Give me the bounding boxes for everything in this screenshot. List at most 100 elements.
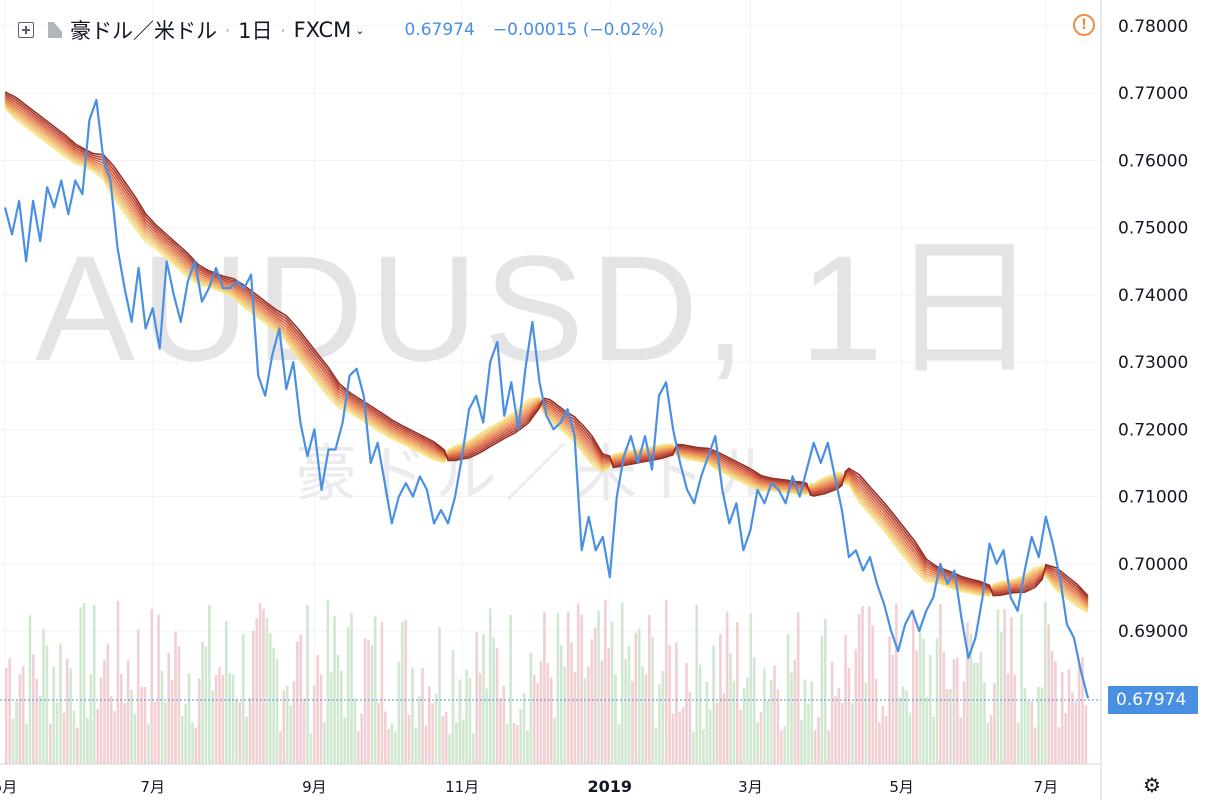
volume-bar <box>79 607 83 764</box>
volume-bar <box>763 668 766 764</box>
volume-bar <box>25 723 28 764</box>
volume-bar <box>1064 713 1067 764</box>
volume-bar <box>485 688 489 764</box>
time-tick-label: 11月 <box>445 778 479 796</box>
volume-bar <box>915 650 918 764</box>
time-tick-label: 2019 <box>588 777 633 796</box>
volume-bar <box>465 669 468 764</box>
volume-bar <box>279 731 282 764</box>
volume-bar <box>272 647 275 764</box>
volume-bar <box>857 614 861 764</box>
volume-bar <box>746 677 749 764</box>
volume-bar <box>228 673 231 764</box>
time-tick-label: 3月 <box>738 778 763 796</box>
volume-bar <box>350 613 353 764</box>
volume-bar <box>367 639 370 764</box>
volume-bar <box>1033 727 1037 764</box>
volume-bar <box>472 733 475 764</box>
volume-bar <box>952 658 956 764</box>
ma-ribbon-line <box>4 96 1089 602</box>
volume-bar <box>705 681 709 764</box>
volume-bar <box>92 604 96 764</box>
volume-bar <box>170 679 174 764</box>
ma-ribbon-line <box>4 91 1089 597</box>
volume-bar <box>360 713 363 764</box>
volume-bar <box>492 637 495 764</box>
volume-bar <box>113 711 116 764</box>
volume-bar <box>201 642 204 764</box>
volume-bar <box>103 659 106 764</box>
volume-bar <box>800 720 803 764</box>
volume-bar <box>722 692 726 764</box>
volume-bar <box>986 722 990 764</box>
volume-bar <box>356 730 360 764</box>
volume-bar <box>62 712 66 764</box>
gear-icon[interactable]: ⚙ <box>1143 773 1161 797</box>
price-tick-label: 0.70000 <box>1118 555 1188 575</box>
volume-bar <box>377 703 380 764</box>
volume-bar <box>810 681 814 764</box>
interval-label[interactable]: 1日 <box>238 19 273 43</box>
price-tick-label: 0.75000 <box>1118 219 1188 239</box>
volume-bar <box>157 614 160 764</box>
volume-bar <box>681 707 685 764</box>
volume-bar <box>468 678 472 764</box>
price-tick-label: 0.74000 <box>1118 286 1188 306</box>
price-tick-label: 0.73000 <box>1118 353 1188 373</box>
volume-bar <box>566 611 570 764</box>
volume-bar <box>323 722 326 764</box>
volume-bar <box>370 644 374 764</box>
volume-bar <box>871 625 874 764</box>
volume-bar <box>583 678 587 764</box>
volume-bar <box>241 633 245 764</box>
volume-bar <box>715 702 719 764</box>
volume-bar <box>285 685 289 764</box>
volume-bar <box>1071 692 1074 764</box>
alert-circle-icon[interactable]: ! <box>1073 14 1095 36</box>
volume-bar <box>532 674 536 764</box>
volume-bar <box>42 628 45 764</box>
price-tick-label: 0.69000 <box>1118 622 1188 642</box>
ma-ribbon-line <box>4 93 1089 599</box>
volume-bar <box>211 690 215 764</box>
volume-bar <box>248 697 252 764</box>
volume-bar <box>461 719 465 764</box>
plus-square-icon[interactable] <box>18 22 34 38</box>
volume-bar <box>373 616 377 764</box>
volume-bar <box>336 654 340 764</box>
volume-bar <box>719 634 722 764</box>
volume-bar <box>265 617 269 764</box>
volume-bar <box>407 714 411 764</box>
volume-bar <box>5 667 8 764</box>
volume-bar <box>989 715 993 764</box>
volume-bar <box>1081 657 1084 764</box>
volume-bar <box>830 661 834 764</box>
exchange-selector[interactable]: FXCM ⌄ <box>294 18 365 42</box>
volume-bar <box>143 686 147 764</box>
volume-bar <box>512 723 516 764</box>
volume-bar <box>641 666 644 764</box>
volume-bar <box>840 702 844 764</box>
volume-bar <box>861 606 864 764</box>
volume-bar <box>343 717 347 764</box>
volume-bar <box>560 644 563 764</box>
volume-bar <box>979 651 983 764</box>
volume-bar <box>191 722 194 764</box>
volume-bar <box>340 670 343 764</box>
volume-bar <box>99 677 103 764</box>
volume-bar <box>475 631 479 764</box>
volume-bar <box>783 726 786 764</box>
volume-bar <box>76 727 79 764</box>
volume-bar <box>874 678 878 764</box>
volume-bar <box>48 723 52 764</box>
volume-bar <box>685 662 688 764</box>
volume-bar <box>759 712 763 764</box>
volume-bar <box>969 633 973 764</box>
volume-bar <box>164 702 167 764</box>
volume-bar <box>1067 668 1071 764</box>
volume-bar <box>451 649 455 764</box>
chart-header: 豪ドル／米ドル · 1日 · FXCM ⌄ 0.67974 −0.00015 (… <box>0 0 1100 60</box>
volume-bar <box>519 709 523 764</box>
symbol-name[interactable]: 豪ドル／米ドル <box>70 19 217 43</box>
